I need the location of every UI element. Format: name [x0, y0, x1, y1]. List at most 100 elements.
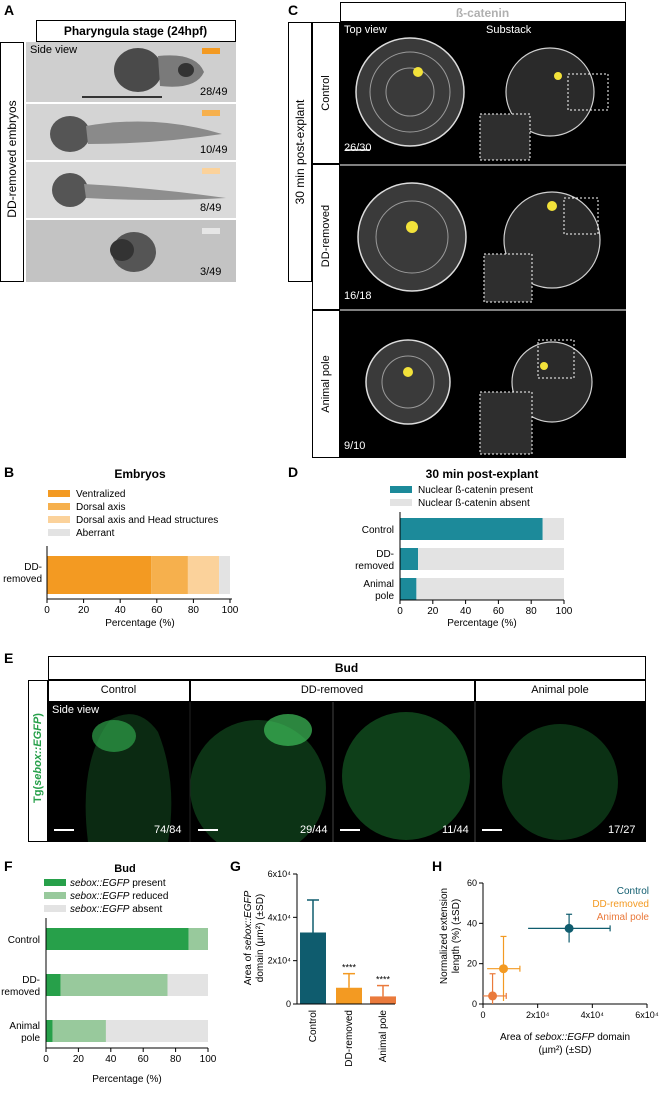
- count-a2: 10/49: [200, 144, 228, 156]
- panel-e-col-box-2: Animal pole: [475, 680, 646, 702]
- embryo-image-aberrant: [26, 220, 236, 282]
- panel-d-tick-label-1: 20: [427, 606, 439, 617]
- panel-c-title-box: ß-catenin: [340, 2, 626, 22]
- swatch-ventralized: [202, 48, 220, 54]
- bar-dd-removed-aberrant: [219, 556, 230, 594]
- bar-dd-removed-dorsal-axis-and-head-structures: [187, 556, 220, 594]
- legend-present-rest: present: [129, 878, 165, 889]
- swatch-dorsal-head: [202, 168, 220, 174]
- panel-c-substack: Substack: [486, 24, 532, 36]
- panel-h-xlabel-2: (µm²) (±SD): [539, 1045, 592, 1056]
- panel-c-row-box-0: [312, 22, 340, 164]
- panel-c-top-view: Top view: [344, 24, 387, 36]
- embryo-image-dorsal-axis: [26, 104, 236, 160]
- panel-c-title: ß-catenin: [455, 6, 510, 20]
- panel-c-label: C: [288, 2, 299, 18]
- panel-h-legend-dd: DD-removed: [592, 899, 649, 910]
- legend-present: sebox::EGFP present: [70, 878, 166, 889]
- panel-c-row-control: Control: [320, 75, 332, 111]
- panel-e-label: E: [4, 650, 14, 666]
- panel-h-ytick-label-2: 40: [467, 918, 477, 928]
- panel-g-ylabel-1: Area of sebox::EGFP: [243, 890, 254, 985]
- legend-aberrant: Aberrant: [76, 528, 115, 539]
- panel-g-ylabel-it: sebox::EGFP: [243, 890, 254, 950]
- panel-f-cat-2-0: Animal: [9, 1021, 40, 1032]
- bar-area-dd-removed: [336, 987, 362, 1004]
- panel-e-col-control: Control: [100, 684, 137, 696]
- bar-animal-pole-sebox-egfp-present: [46, 1020, 53, 1042]
- panel-e-col-box-0: Control: [48, 680, 190, 702]
- swatch-aberrant: [202, 228, 220, 234]
- panel-d-xlabel: Percentage (%): [447, 618, 516, 629]
- panel-e-col-box-1: DD-removed: [190, 680, 475, 702]
- legend-reduced: sebox::EGFP reduced: [70, 891, 168, 902]
- legend-dorsal-head: Dorsal axis and Head structures: [76, 515, 218, 526]
- bar-dd-removed-sebox-egfp-absent: [167, 974, 208, 996]
- panel-h-xlabel-post: domain: [594, 1032, 630, 1043]
- panel-f-label: F: [4, 858, 13, 874]
- legend-swatch-bcat-absent: [390, 499, 412, 506]
- bar-dd-removed-ventralized: [47, 556, 152, 594]
- panel-c-row-animal: Animal pole: [320, 355, 332, 413]
- panel-d-title: 30 min post-explant: [426, 467, 539, 481]
- count-e2: 29/44: [300, 824, 328, 836]
- legend-swatch-bcat-present: [390, 486, 412, 493]
- panel-c-side-box: [288, 22, 312, 282]
- panel-b-cat-1: DD-: [24, 562, 42, 573]
- panel-b-tick-label-5: 100: [222, 605, 239, 616]
- bar-control-sebox-egfp-present: [46, 928, 189, 950]
- panel-g-chart: Area of sebox::EGFP domain (µm²) (±SD) *…: [243, 869, 396, 1067]
- legend-bcat-present: Nuclear ß-catenin present: [418, 485, 533, 496]
- panel-g-ylabel-2: domain (µm²) (±SD): [255, 894, 266, 982]
- panel-d-tick-label-3: 60: [493, 606, 505, 617]
- bar-control-sebox-egfp-reduced: [188, 928, 208, 950]
- panel-g-cat-1: DD-removed: [344, 1010, 355, 1067]
- panel-d-cat-1-1: removed: [355, 561, 394, 572]
- panel-b-tick-label-0: 0: [44, 605, 50, 616]
- panel-h-xlabel-1: Area of sebox::EGFP domain: [500, 1032, 630, 1043]
- bar-dd-removed-sebox-egfp-present: [46, 974, 61, 996]
- bar-control-nuclear-catenin-present: [400, 518, 543, 540]
- panel-b-tick-label-4: 80: [188, 605, 200, 616]
- panel-h-ylabel-1: Normalized extension: [439, 888, 450, 984]
- bar-animal-pole-nuclear-catenin-present: [400, 578, 417, 600]
- panel-d-cat-2-0: Animal: [363, 579, 394, 590]
- panel-e-side-box: [28, 680, 48, 842]
- legend-reduced-rest: reduced: [129, 891, 168, 902]
- panel-h-ylabel-2: length (%) (±SD): [451, 899, 462, 973]
- panel-e-side-pre: Tg(: [32, 785, 44, 803]
- sig-animal-pole: ****: [376, 975, 391, 985]
- legend-present-it: sebox::EGFP: [70, 878, 130, 889]
- panel-h-xtick-label-1: 2x10⁴: [526, 1010, 550, 1020]
- panel-d-cat-0-0: Control: [362, 525, 394, 536]
- panel-d-tick-label-5: 100: [556, 606, 573, 617]
- panel-d-chart: 30 min post-explant Nuclear ß-catenin pr…: [355, 467, 573, 629]
- panel-f-tick-label-0: 0: [43, 1054, 49, 1065]
- panel-h-xlabel-pre: Area of: [500, 1032, 535, 1043]
- count-a1: 28/49: [200, 86, 228, 98]
- panel-a-label: A: [4, 2, 15, 18]
- panel-b-label: B: [4, 464, 15, 480]
- panel-b-tick-label-3: 60: [151, 605, 163, 616]
- bar-animal-pole-sebox-egfp-absent: [105, 1020, 208, 1042]
- panel-e-side-post: ): [32, 713, 44, 717]
- legend-reduced-it: sebox::EGFP: [70, 891, 130, 902]
- panel-f-cat-0-0: Control: [8, 935, 40, 946]
- panel-a-rowlabel-box: [0, 42, 24, 282]
- panel-c-row-dd: DD-removed: [320, 204, 332, 268]
- count-c2: 16/18: [344, 290, 372, 302]
- swatch-dorsal-axis: [202, 110, 220, 116]
- panel-b-tick-label-1: 20: [78, 605, 90, 616]
- bcatenin-image-grid: [340, 22, 626, 458]
- panel-f-cat-1-0: DD-: [22, 975, 40, 986]
- panel-h-label: H: [432, 858, 443, 874]
- panel-d-label: D: [288, 464, 299, 480]
- panel-g-cat-2: Animal pole: [378, 1010, 389, 1063]
- panel-h-xtick-label-0: 0: [480, 1010, 485, 1020]
- panel-g-ytick-label-0: 0: [286, 999, 291, 1009]
- panel-f-cat-2-1: pole: [21, 1033, 40, 1044]
- panel-e-side-italic: sebox::EGFP: [32, 716, 44, 786]
- bar-control-nuclear-catenin-absent: [542, 518, 564, 540]
- count-e3: 11/44: [442, 824, 469, 836]
- bar-dd-removed-sebox-egfp-reduced: [60, 974, 168, 996]
